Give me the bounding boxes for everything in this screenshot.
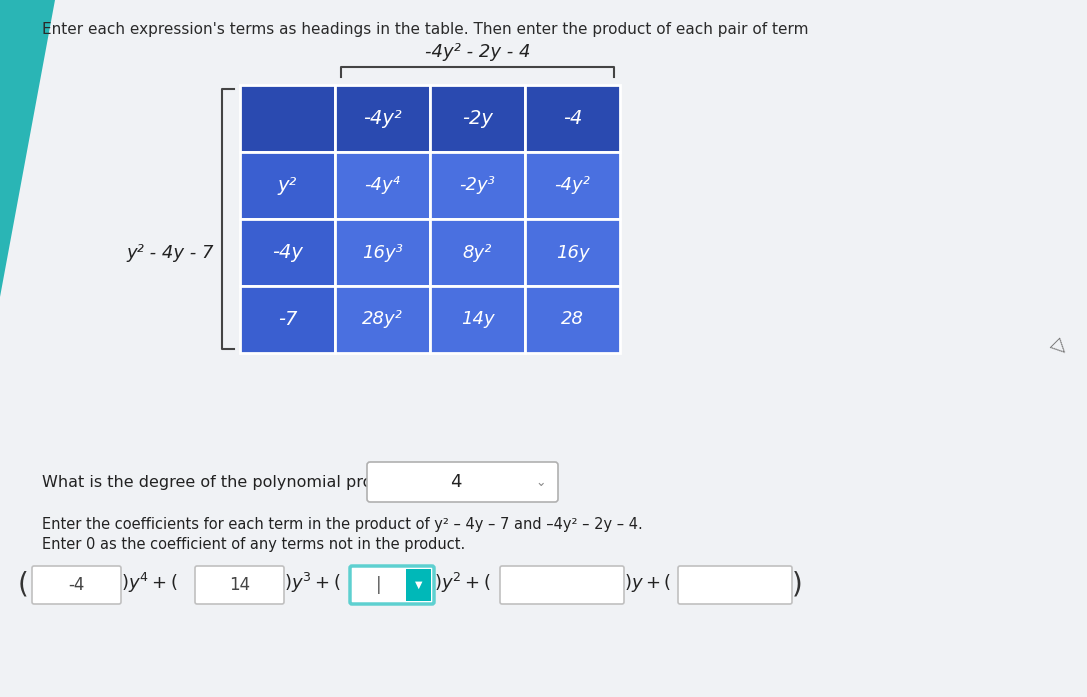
Text: |: | <box>376 576 382 594</box>
Text: 14y: 14y <box>461 310 495 328</box>
Text: y²: y² <box>278 176 297 195</box>
Text: -2y: -2y <box>462 109 492 128</box>
FancyBboxPatch shape <box>350 566 434 604</box>
Text: 16y: 16y <box>555 243 589 261</box>
Text: -4: -4 <box>563 109 583 128</box>
FancyBboxPatch shape <box>240 286 335 353</box>
Text: Enter each expression's terms as headings in the table. Then enter the product o: Enter each expression's terms as heading… <box>42 22 809 37</box>
Text: -4y²: -4y² <box>554 176 590 194</box>
FancyBboxPatch shape <box>32 566 121 604</box>
FancyBboxPatch shape <box>500 566 624 604</box>
FancyBboxPatch shape <box>195 566 284 604</box>
Text: $)y^2+($: $)y^2+($ <box>434 571 490 595</box>
Text: 14: 14 <box>229 576 250 594</box>
Text: -4y⁴: -4y⁴ <box>364 176 400 194</box>
Text: -4: -4 <box>68 576 85 594</box>
FancyBboxPatch shape <box>525 219 620 286</box>
FancyBboxPatch shape <box>335 85 430 152</box>
Text: ▼: ▼ <box>415 580 423 590</box>
FancyBboxPatch shape <box>430 152 525 219</box>
FancyBboxPatch shape <box>525 286 620 353</box>
FancyBboxPatch shape <box>335 286 430 353</box>
FancyBboxPatch shape <box>335 152 430 219</box>
FancyBboxPatch shape <box>335 219 430 286</box>
Text: 28y²: 28y² <box>362 310 403 328</box>
FancyBboxPatch shape <box>430 286 525 353</box>
Text: -4y: -4y <box>272 243 303 262</box>
Text: $)y+($: $)y+($ <box>624 572 672 594</box>
FancyBboxPatch shape <box>678 566 792 604</box>
Text: Enter the coefficients for each term in the product of y² – 4y – 7 and –4y² – 2y: Enter the coefficients for each term in … <box>42 516 642 532</box>
FancyBboxPatch shape <box>525 85 620 152</box>
Text: y² - 4y - 7: y² - 4y - 7 <box>126 243 214 261</box>
Text: (: ( <box>18 571 28 599</box>
Polygon shape <box>0 0 55 297</box>
FancyBboxPatch shape <box>430 219 525 286</box>
Text: -2y³: -2y³ <box>460 176 496 194</box>
Text: ▷: ▷ <box>1048 335 1072 359</box>
Text: 16y³: 16y³ <box>362 243 403 261</box>
Text: 4: 4 <box>450 473 461 491</box>
FancyBboxPatch shape <box>240 152 335 219</box>
Text: Enter 0 as the coefficient of any terms not in the product.: Enter 0 as the coefficient of any terms … <box>42 537 465 553</box>
FancyBboxPatch shape <box>240 219 335 286</box>
Text: $)y^3+($: $)y^3+($ <box>284 571 340 595</box>
Text: ⌄: ⌄ <box>536 475 547 489</box>
Text: $)y^4+(\ $: $)y^4+(\ $ <box>121 571 177 595</box>
FancyBboxPatch shape <box>240 85 335 152</box>
Text: -4y²: -4y² <box>363 109 402 128</box>
FancyBboxPatch shape <box>525 152 620 219</box>
FancyBboxPatch shape <box>367 462 558 502</box>
Text: What is the degree of the polynomial product?: What is the degree of the polynomial pro… <box>42 475 416 489</box>
Text: ): ) <box>792 571 803 599</box>
FancyBboxPatch shape <box>407 569 432 601</box>
FancyBboxPatch shape <box>430 85 525 152</box>
Text: 28: 28 <box>561 310 584 328</box>
Text: -4y² - 2y - 4: -4y² - 2y - 4 <box>425 43 530 61</box>
Text: -7: -7 <box>278 310 297 329</box>
Text: 8y²: 8y² <box>463 243 492 261</box>
